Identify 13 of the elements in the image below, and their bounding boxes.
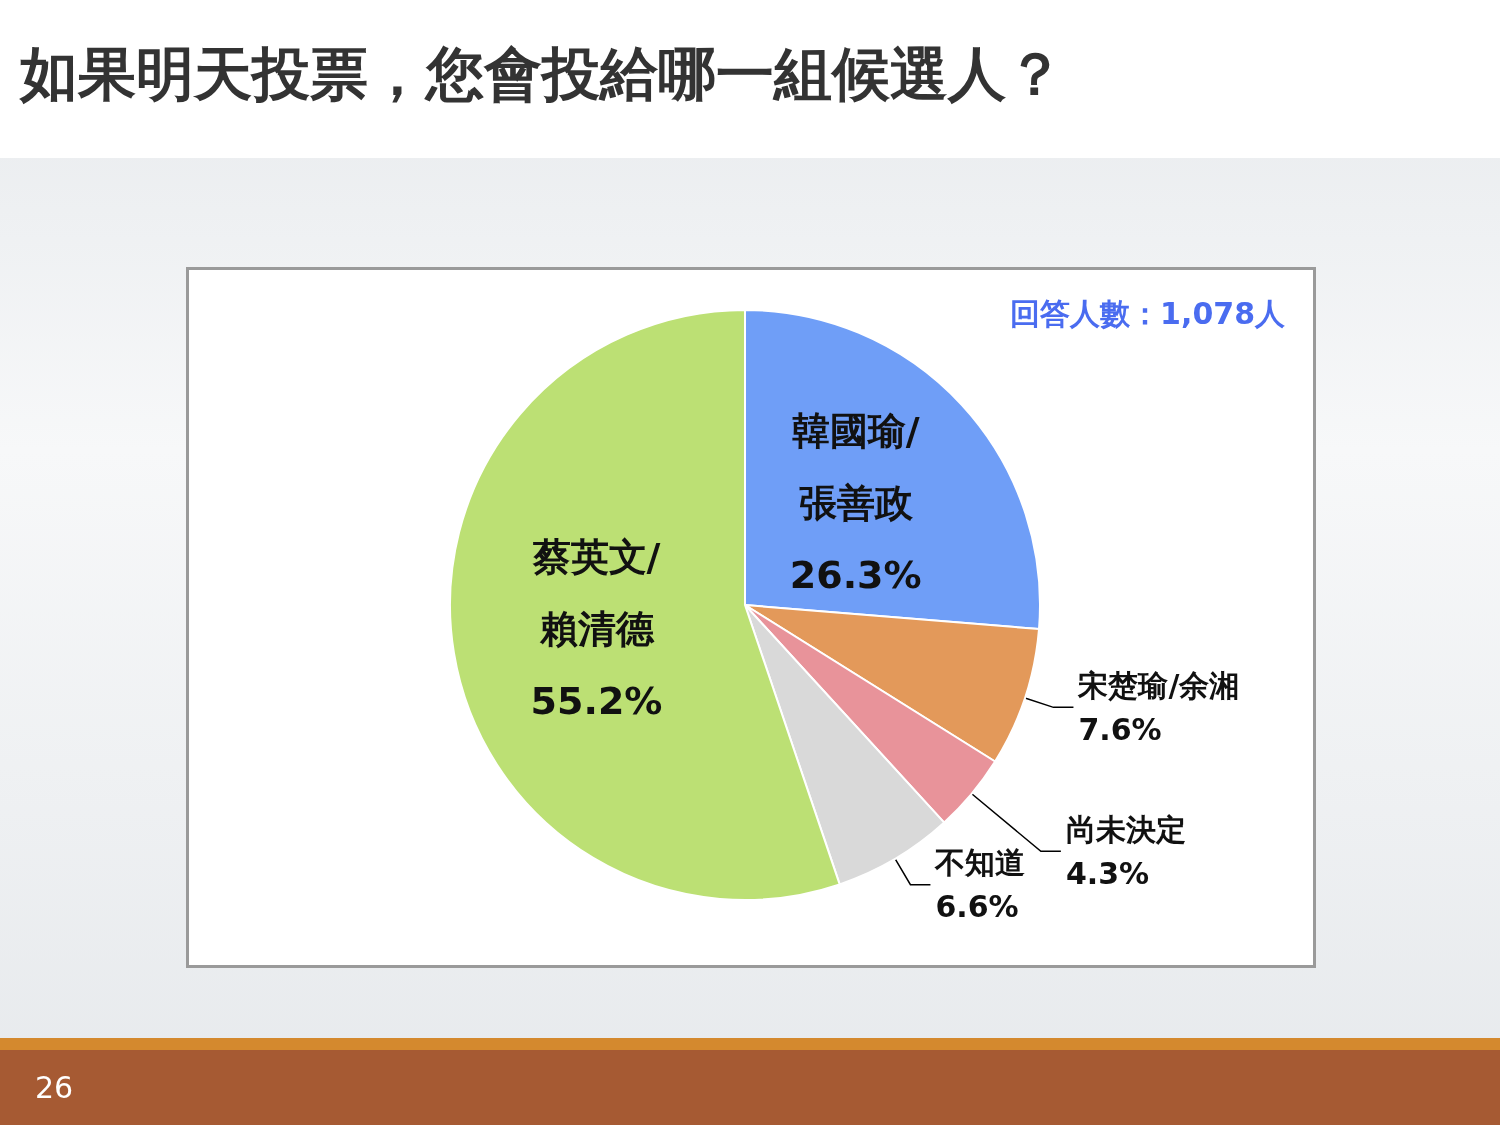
chart-title: 如果明天投票，您會投給哪一組候選人？ (19, 40, 1064, 108)
data-label: 4.3% (1065, 855, 1150, 891)
slice-label: 尚未決定 (1065, 811, 1186, 847)
data-label: 26.3% (789, 553, 922, 598)
text: 26 (35, 1069, 74, 1105)
data-label: 7.6% (1078, 711, 1162, 747)
slice-label: 宋楚瑜/余湘 (1077, 667, 1240, 703)
text: 回答人數：1,078人 (1010, 295, 1286, 331)
data-label: 55.2% (530, 679, 663, 724)
slice-label: 蔡英文/賴清德 (531, 535, 661, 652)
slice-label: 韓國瑜/張善政 (791, 409, 920, 526)
slice-label: 不知道 (934, 845, 1026, 881)
data-label: 6.6% (935, 889, 1019, 925)
